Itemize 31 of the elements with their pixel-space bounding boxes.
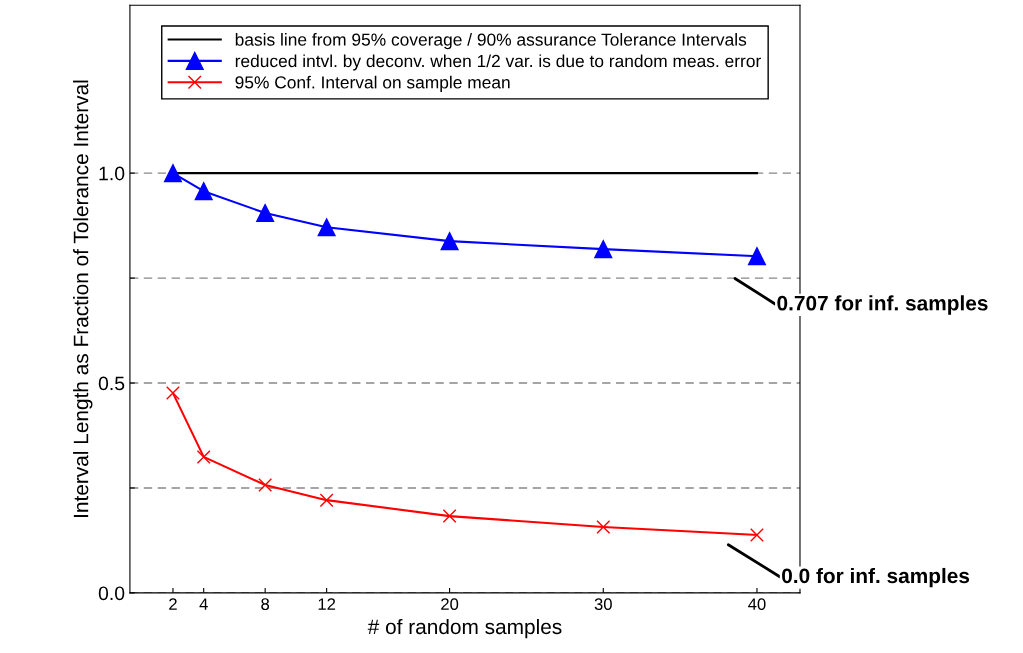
y-axis-title: Interval Length as Fraction of Tolerance Interval (73, 80, 93, 517)
point (196, 449, 211, 464)
x-tick-label: 2 (169, 598, 177, 610)
point (319, 493, 334, 508)
point (256, 203, 275, 223)
y-tick-label: 1.0 (99, 166, 125, 181)
point (163, 164, 182, 183)
x-tick-label: 40 (748, 598, 766, 611)
annotation: 0.0 for inf. samples (782, 567, 970, 588)
x-tick-label: 30 (594, 598, 612, 611)
point (594, 240, 613, 259)
annotation: 0.707 for inf. samples (777, 295, 988, 315)
x-tick-label: 4 (199, 598, 208, 610)
point (747, 247, 766, 266)
x-tick-label: 20 (441, 598, 459, 611)
point (258, 478, 273, 492)
point (596, 520, 611, 534)
y-tick-label: 0.0 (98, 586, 125, 601)
legend-label: reduced intvl. by deconv. when 1/2 var. is due to random meas. error (235, 54, 761, 71)
x-axis-title: # of random samples (367, 618, 562, 639)
legend-label: 95% Conf. Interval on sample mean (235, 75, 510, 92)
point (442, 509, 457, 524)
y-tick-label: 0.5 (98, 376, 125, 391)
point (750, 528, 764, 542)
x-tick-label: 8 (261, 598, 270, 611)
point (440, 232, 459, 251)
x-tick-label: 12 (318, 598, 336, 610)
point (194, 182, 213, 201)
legend-label: basis line from 95% coverage / 90% assurance Tolerance Intervals (235, 33, 747, 50)
point (317, 218, 336, 237)
point (166, 386, 180, 401)
